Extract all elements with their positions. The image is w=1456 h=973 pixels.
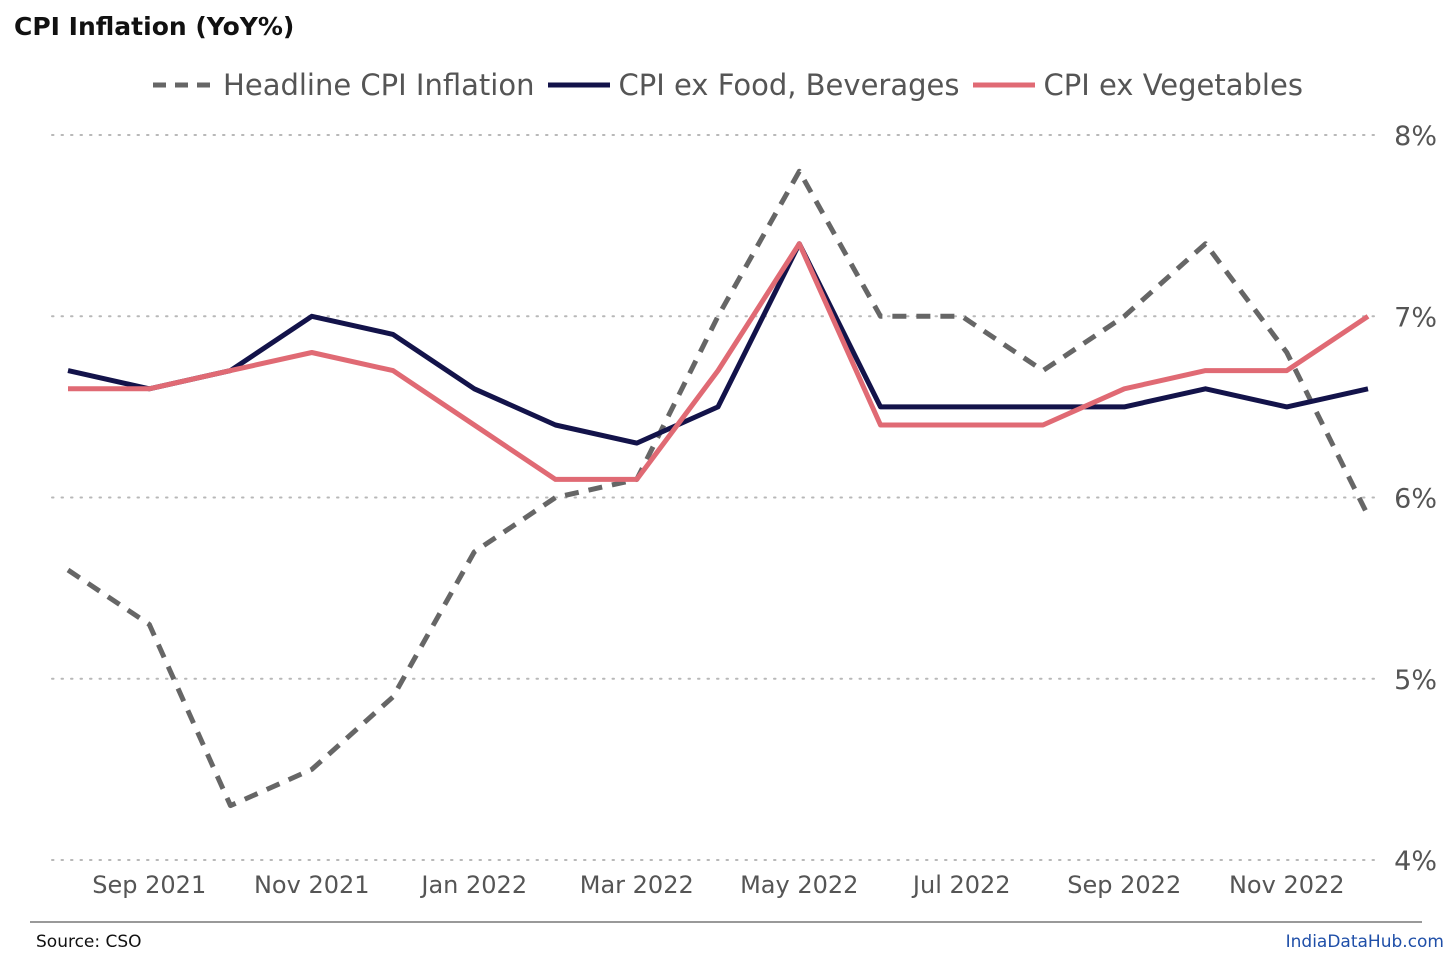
x-tick-label: Sep 2021 <box>92 871 206 899</box>
legend-swatch <box>973 82 1036 88</box>
footer-divider <box>30 921 1422 923</box>
x-tick-label: Mar 2022 <box>580 871 694 899</box>
y-tick-label: 6% <box>1394 484 1437 515</box>
x-tick-label: Jul 2022 <box>911 871 1011 899</box>
legend-item: Headline CPI Inflation <box>153 68 534 102</box>
source-note: Source: CSO <box>36 932 142 952</box>
chart-legend: Headline CPI Inflation CPI ex Food, Bever… <box>0 68 1456 102</box>
legend-item: CPI ex Food, Beverages <box>548 68 959 102</box>
y-tick-label: 8% <box>1394 121 1437 152</box>
y-tick-label: 4% <box>1394 846 1437 877</box>
series-line-cpi-ex-vegetables <box>68 241 1370 482</box>
y-tick-label: 7% <box>1394 302 1437 333</box>
legend-item: CPI ex Vegetables <box>973 68 1303 102</box>
legend-label: CPI ex Food, Beverages <box>618 68 960 102</box>
x-tick-label: Jan 2022 <box>419 871 527 899</box>
series-line-headline-cpi-inflation <box>66 168 1371 809</box>
legend-swatch <box>153 82 216 88</box>
chart-title: CPI Inflation (YoY%) <box>14 12 295 41</box>
x-tick-label: May 2022 <box>740 871 858 899</box>
y-tick-label: 5% <box>1394 665 1437 696</box>
x-tick-label: Nov 2022 <box>1229 871 1345 899</box>
series-line-cpi-ex-food-beverages <box>67 241 1369 446</box>
legend-label: Headline CPI Inflation <box>223 68 535 102</box>
x-tick-label: Nov 2021 <box>254 871 370 899</box>
x-tick-label: Sep 2022 <box>1067 871 1181 899</box>
legend-label: CPI ex Vegetables <box>1043 68 1303 102</box>
legend-swatch <box>548 82 611 88</box>
brand-link[interactable]: IndiaDataHub.com <box>1285 932 1444 952</box>
